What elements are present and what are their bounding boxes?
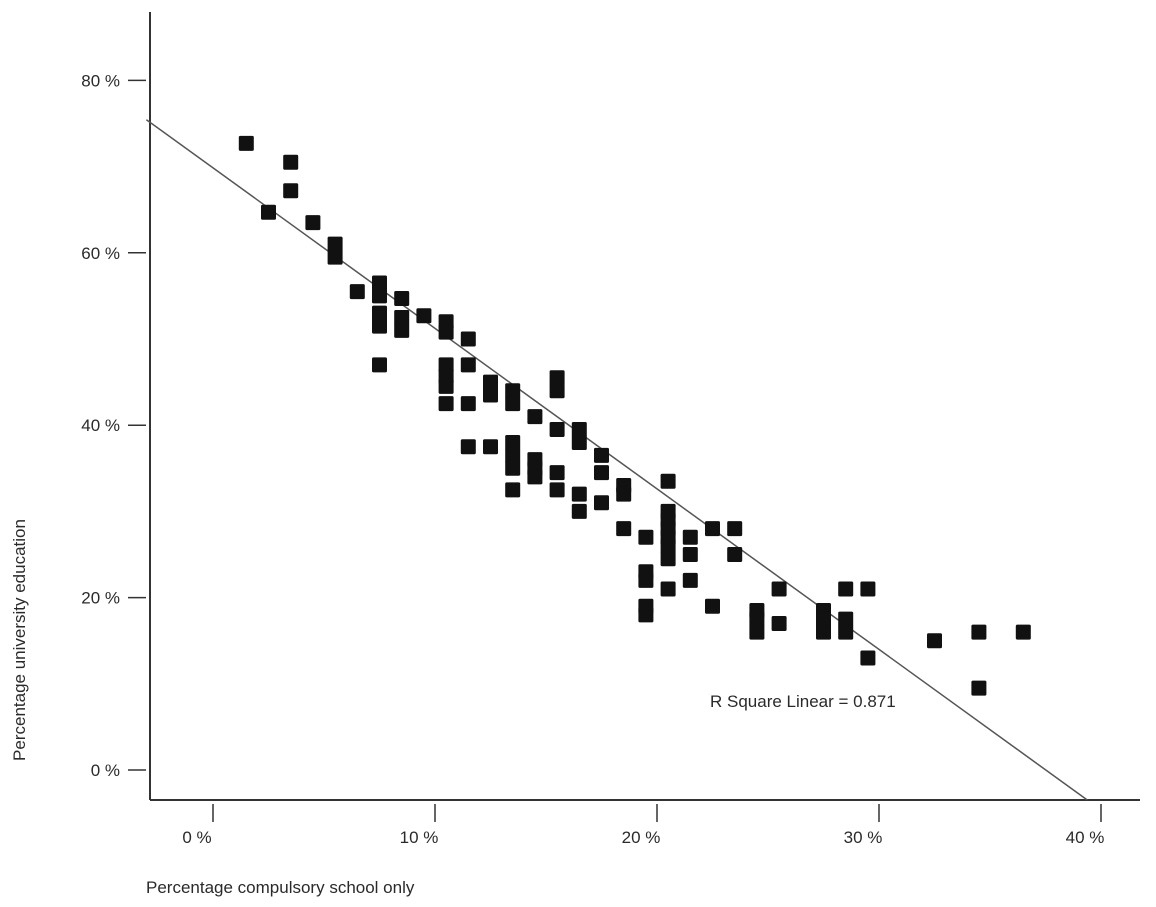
- data-point: [483, 439, 498, 455]
- data-point: [483, 374, 498, 390]
- data-point: [261, 204, 276, 220]
- data-point: [660, 581, 676, 597]
- data-point: [372, 357, 387, 373]
- data-point: [460, 439, 476, 455]
- data-point: [349, 284, 365, 300]
- data-point: [838, 581, 854, 597]
- x-tick-label: 40 %: [1066, 828, 1105, 847]
- x-tick-label: 0 %: [182, 828, 211, 847]
- data-point: [816, 611, 831, 627]
- r-square-annotation: R Square Linear = 0.871: [710, 692, 896, 711]
- data-point: [505, 482, 521, 498]
- data-point: [771, 615, 787, 631]
- data-point: [438, 378, 454, 394]
- data-point: [682, 547, 698, 562]
- data-point: [305, 215, 321, 231]
- axes: 0 % 20 % 40 % 60 % 80 % 0 % 10 % 20 % 30 % 40 %: [81, 12, 1140, 847]
- data-point: [594, 465, 609, 481]
- data-point: [505, 396, 521, 412]
- data-point: [838, 611, 854, 627]
- data-point: [327, 249, 343, 265]
- data-point: [705, 598, 720, 614]
- data-point: [594, 495, 609, 511]
- data-point: [594, 447, 609, 463]
- data-point: [327, 236, 343, 252]
- data-point: [660, 551, 676, 567]
- data-point: [549, 422, 565, 438]
- data-point: [571, 434, 587, 450]
- data-point: [727, 521, 743, 537]
- data-point: [971, 624, 987, 640]
- x-axis-title: Percentage compulsory school only: [146, 878, 415, 897]
- data-point: [682, 572, 698, 588]
- data-point: [638, 607, 654, 623]
- data-point: [394, 290, 410, 306]
- data-point: [927, 633, 942, 649]
- data-point: [660, 538, 676, 554]
- data-point: [483, 387, 498, 403]
- data-point: [705, 521, 720, 537]
- x-tick-label: 10 %: [400, 828, 439, 847]
- y-tick-label: 20 %: [81, 589, 120, 608]
- data-point: [616, 521, 632, 537]
- data-point: [283, 183, 299, 199]
- data-point: [372, 305, 387, 321]
- data-point: [527, 469, 543, 485]
- data-point: [549, 465, 565, 481]
- data-point: [549, 482, 565, 498]
- data-point: [527, 409, 543, 425]
- data-point: [682, 529, 698, 545]
- regression-line: [145, 119, 1088, 801]
- data-point: [749, 624, 765, 640]
- data-point: [860, 581, 876, 597]
- data-point: [438, 324, 454, 340]
- data-point: [549, 383, 565, 399]
- data-point: [438, 396, 454, 412]
- data-point: [727, 547, 743, 562]
- data-point: [238, 135, 254, 151]
- data-point: [505, 383, 521, 399]
- data-point: [571, 422, 587, 438]
- y-axis-title: Percentage university education: [10, 519, 29, 761]
- data-point: [372, 288, 387, 304]
- data-point: [505, 447, 521, 463]
- data-point: [638, 529, 654, 545]
- y-tick-label: 60 %: [81, 244, 120, 263]
- y-tick-label: 80 %: [81, 71, 120, 90]
- data-point: [372, 275, 387, 291]
- data-point: [1015, 624, 1031, 640]
- y-tick-label: 0 %: [91, 761, 120, 780]
- data-point: [638, 572, 654, 588]
- data-point: [838, 624, 854, 640]
- data-point: [816, 624, 831, 640]
- x-tick-label: 20 %: [622, 828, 661, 847]
- data-point: [460, 331, 476, 347]
- data-point: [505, 434, 521, 450]
- data-point: [571, 503, 587, 519]
- data-point: [549, 370, 565, 386]
- data-point: [394, 322, 410, 338]
- data-point: [283, 154, 299, 170]
- data-point: [505, 460, 521, 476]
- data-point: [416, 308, 432, 324]
- data-point: [394, 309, 410, 325]
- data-point: [460, 396, 476, 412]
- x-tick-label: 30 %: [844, 828, 883, 847]
- data-point: [460, 357, 476, 373]
- data-point: [660, 473, 676, 489]
- data-point: [860, 650, 876, 666]
- data-point: [749, 611, 765, 627]
- data-point: [971, 680, 987, 696]
- data-point: [771, 581, 787, 597]
- data-point: [571, 486, 587, 502]
- regression-line-group: [145, 119, 1088, 801]
- data-point: [616, 486, 632, 502]
- data-point: [372, 318, 387, 334]
- data-points: [238, 135, 1031, 696]
- y-tick-label: 40 %: [81, 416, 120, 435]
